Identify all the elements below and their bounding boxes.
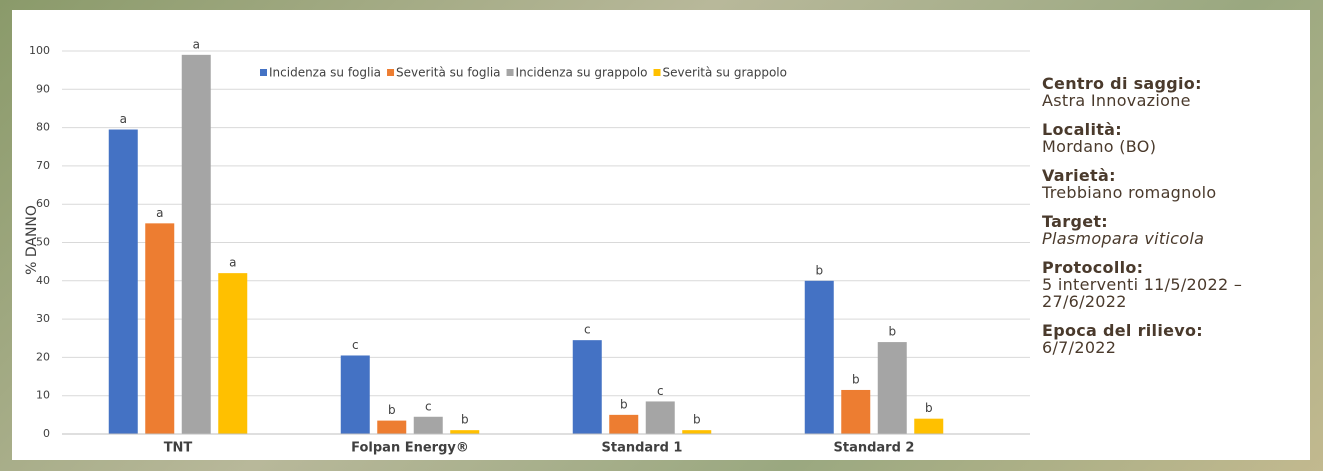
significance-letter: c	[584, 323, 591, 337]
x-tick-label: TNT	[164, 441, 193, 456]
legend-swatch	[260, 69, 267, 76]
info-label: Target:	[1042, 213, 1282, 230]
info-label: Protocollo:	[1042, 259, 1282, 276]
info-item: Target:Plasmopara viticola	[1042, 213, 1282, 247]
y-tick-label: 60	[36, 197, 50, 210]
significance-letter: b	[693, 413, 701, 427]
y-tick-label: 100	[29, 44, 50, 57]
significance-letter: a	[229, 256, 236, 270]
info-item: Centro di saggio:Astra Innovazione	[1042, 75, 1282, 109]
significance-letter: c	[657, 384, 664, 398]
info-value: 6/7/2022	[1042, 339, 1282, 356]
info-label: Varietà:	[1042, 167, 1282, 184]
legend-label: Severità su grappolo	[663, 66, 787, 80]
y-tick-label: 10	[36, 389, 50, 402]
chart: % DANNO 0102030405060708090100Incidenza …	[12, 10, 1032, 460]
legend-swatch	[387, 69, 394, 76]
info-panel: Centro di saggio:Astra Innovazione Locali…	[1042, 75, 1282, 368]
info-label: Epoca del rilievo:	[1042, 322, 1282, 339]
bar	[145, 223, 174, 434]
bar	[878, 342, 907, 434]
info-item: Località:Mordano (BO)	[1042, 121, 1282, 155]
significance-letter: a	[156, 206, 163, 220]
y-tick-label: 20	[36, 350, 50, 363]
bar	[805, 281, 834, 434]
legend-swatch	[654, 69, 661, 76]
significance-letter: a	[193, 37, 200, 51]
info-label: Centro di saggio:	[1042, 75, 1282, 92]
x-tick-label: Standard 2	[834, 441, 915, 456]
bar	[450, 430, 479, 434]
legend-label: Severità su foglia	[396, 66, 501, 80]
significance-letter: b	[925, 401, 933, 415]
bar	[377, 421, 406, 434]
page: {"chart_data": {"type": "bar", "y_label"…	[0, 0, 1323, 471]
info-value: Trebbiano romagnolo	[1042, 184, 1282, 201]
bar	[182, 55, 211, 434]
legend-label: Incidenza su grappolo	[516, 66, 648, 80]
significance-letter: c	[425, 399, 432, 413]
significance-letter: c	[352, 338, 359, 352]
significance-letter: b	[388, 403, 396, 417]
legend-label: Incidenza su foglia	[269, 66, 381, 80]
y-tick-label: 30	[36, 312, 50, 325]
info-value: 5 interventi 11/5/2022 – 27/6/2022	[1042, 276, 1282, 310]
y-tick-label: 70	[36, 159, 50, 172]
bar	[109, 130, 138, 434]
y-tick-label: 80	[36, 121, 50, 134]
info-item: Epoca del rilievo:6/7/2022	[1042, 322, 1282, 356]
bar	[218, 273, 247, 434]
bar	[682, 430, 711, 434]
x-tick-label: Standard 1	[602, 441, 683, 456]
info-value: Mordano (BO)	[1042, 138, 1282, 155]
bar	[646, 401, 675, 434]
bar	[841, 390, 870, 434]
bar	[914, 419, 943, 434]
y-tick-label: 40	[36, 274, 50, 287]
x-tick-label: Folpan Energy®	[351, 441, 469, 456]
info-value: Astra Innovazione	[1042, 92, 1282, 109]
significance-letter: b	[888, 325, 896, 339]
info-value: Plasmopara viticola	[1042, 230, 1282, 247]
significance-letter: b	[815, 263, 823, 277]
bar	[609, 415, 638, 434]
info-item: Protocollo:5 interventi 11/5/2022 – 27/6…	[1042, 259, 1282, 310]
bar	[573, 340, 602, 434]
y-tick-label: 50	[36, 236, 50, 249]
y-tick-label: 0	[43, 427, 50, 440]
bar	[341, 355, 370, 434]
info-label: Località:	[1042, 121, 1282, 138]
significance-letter: b	[620, 397, 628, 411]
significance-letter: b	[461, 413, 469, 427]
significance-letter: a	[120, 112, 127, 126]
info-item: Varietà:Trebbiano romagnolo	[1042, 167, 1282, 201]
significance-letter: b	[852, 372, 860, 386]
y-tick-label: 90	[36, 82, 50, 95]
legend-swatch	[507, 69, 514, 76]
bar	[414, 417, 443, 434]
